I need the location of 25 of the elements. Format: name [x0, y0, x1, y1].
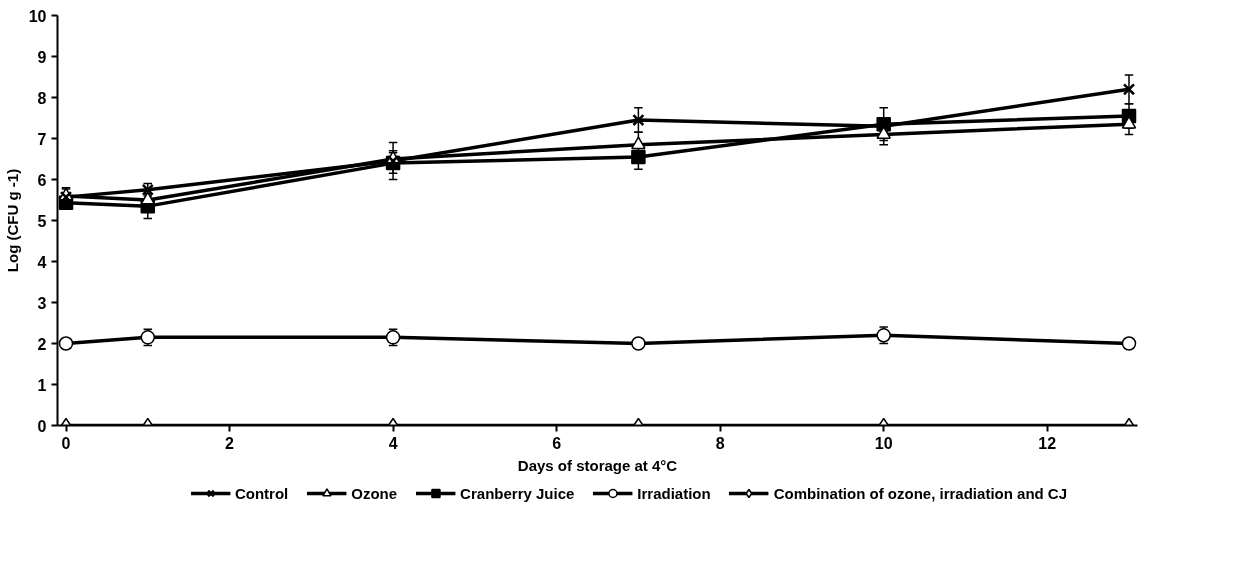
x-tick-label: 8	[715, 434, 725, 452]
y-tick-label: 0	[37, 417, 47, 435]
x-tick-label: 2	[225, 434, 235, 452]
y-tick-label: 1	[37, 376, 47, 394]
x-tick-label: 4	[388, 434, 398, 452]
y-axis-title: Log (CFU g -1)	[3, 168, 21, 273]
x-tick-label: 6	[552, 434, 562, 452]
y-tick-label: 2	[37, 335, 47, 353]
x-tick-label: 0	[61, 434, 71, 452]
y-tick-label: 8	[37, 89, 47, 107]
legend-label: Ozone	[351, 484, 398, 502]
legend-label: Cranberry Juice	[460, 484, 575, 502]
x-axis-title: Days of storage at 4°C	[517, 456, 678, 474]
y-tick-label: 4	[37, 253, 47, 271]
y-tick-label: 6	[37, 171, 47, 189]
legend-label: Control	[234, 484, 289, 502]
legend-label: Irradiation	[637, 484, 711, 502]
y-tick-label: 10	[28, 7, 47, 25]
y-tick-label: 7	[37, 130, 47, 148]
y-tick-label: 5	[37, 212, 47, 230]
x-tick-label: 12	[1038, 434, 1057, 452]
y-tick-label: 9	[37, 48, 47, 66]
y-tick-label: 3	[37, 294, 47, 312]
legend-label: Combination of ozone, irradiation and CJ	[773, 484, 1068, 502]
x-tick-label: 10	[874, 434, 893, 452]
